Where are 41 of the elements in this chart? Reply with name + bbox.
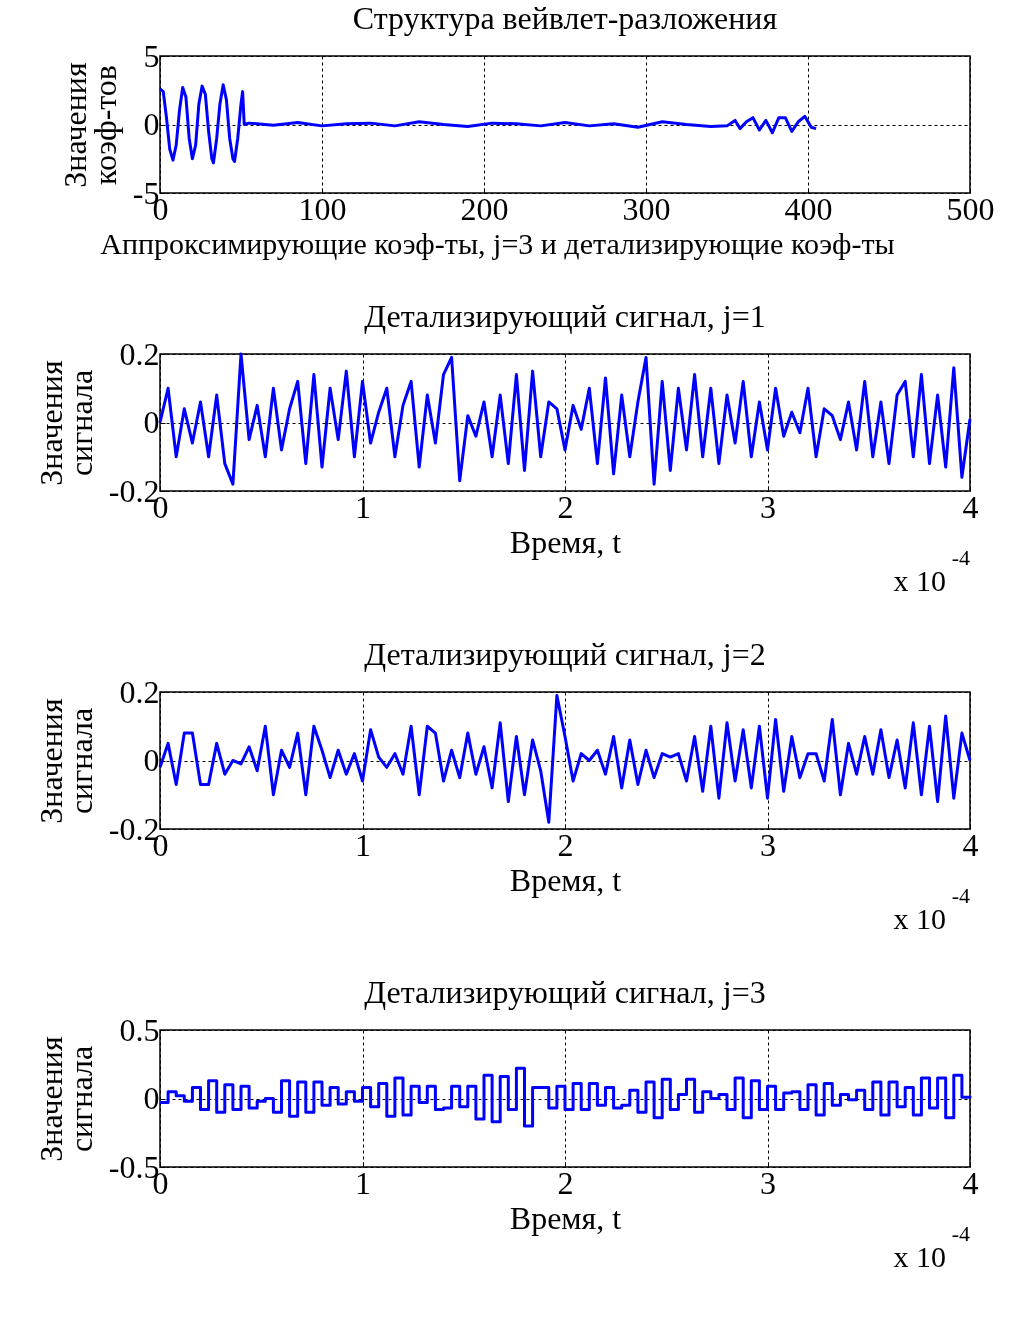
y-tick-label: 0.2: [119, 335, 160, 372]
y-tick-label: 0.2: [119, 673, 160, 710]
x-tick-label: 2: [557, 488, 574, 525]
y-tick-label: 0: [143, 404, 160, 440]
x-tick-label: 1: [355, 826, 371, 863]
x-axis-title: Время, t: [509, 523, 622, 560]
y-tick-label: 0.5: [119, 1011, 160, 1048]
x-tick-label: 2: [557, 826, 574, 863]
x-tick-label: 3: [760, 1164, 776, 1201]
x-tick-label: 4: [962, 488, 979, 525]
text: x 10-4: [893, 883, 970, 935]
x-tick-label: 4: [962, 826, 979, 863]
y-tick-label: 5: [143, 37, 160, 74]
text: x 10-4: [893, 1221, 970, 1273]
chart-title: Детализирующий сигнал, j=1: [364, 298, 766, 334]
x-tick-label: 3: [760, 488, 776, 525]
line-series: [158, 83, 818, 165]
chart-title: Детализирующий сигнал, j=3: [364, 974, 766, 1010]
x-axis-title: Время, t: [509, 1199, 622, 1236]
x-tick-label: 100: [298, 190, 347, 227]
chart-title: Структура вейвлет-разложения: [352, 0, 778, 36]
chart-title: Детализирующий сигнал, j=2: [364, 636, 766, 672]
x-axis-title: Время, t: [509, 861, 622, 898]
text: x 10-4: [893, 545, 970, 597]
y-axis-title: Значения сигнала: [32, 698, 99, 824]
x-tick-label: 1: [355, 488, 371, 525]
x-tick-label: 1: [355, 1164, 371, 1201]
y-axis-title: Значения сигнала: [32, 360, 99, 486]
y-axis-title: Значения коэф-тов: [56, 62, 123, 188]
x-tick-label: 200: [460, 190, 509, 227]
x-tick-label: 400: [784, 190, 833, 227]
x-tick-label: 500: [946, 190, 995, 227]
x-tick-label: 300: [622, 190, 671, 227]
x-tick-label: 3: [760, 826, 776, 863]
x-axis-title: Аппроксимирующие коэф-ты, j=3 и детализирующие коэф-ты: [100, 226, 895, 260]
x-tick-label: 4: [962, 1164, 979, 1201]
y-axis-title: Значения сигнала: [32, 1036, 99, 1162]
y-tick-label: 0: [143, 106, 160, 142]
y-tick-label: 0: [143, 1080, 160, 1116]
y-tick-label: 0: [143, 742, 160, 778]
x-tick-label: 2: [557, 1164, 574, 1201]
